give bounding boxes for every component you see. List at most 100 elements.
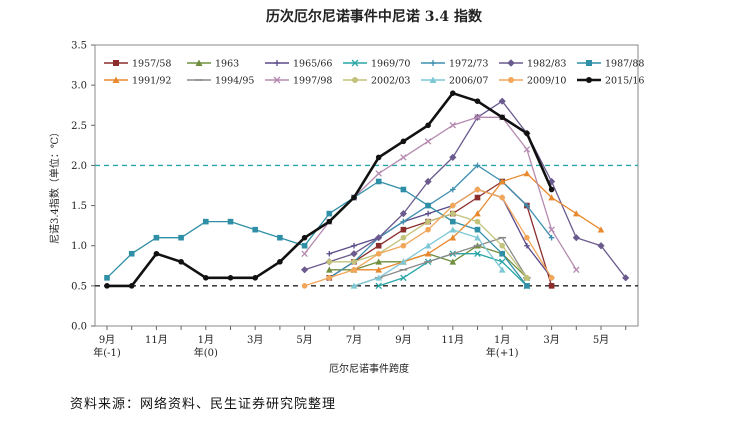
legend-item: 1963 <box>187 59 239 70</box>
legend-item: 2006/07 <box>421 76 488 87</box>
data-point <box>424 242 432 249</box>
data-point <box>586 77 592 83</box>
data-point <box>524 283 530 289</box>
data-point <box>474 113 481 121</box>
data-point <box>375 250 382 257</box>
series-1972-73-line <box>328 164 553 279</box>
x-tick-label: 3月 <box>543 334 559 346</box>
data-point <box>375 274 382 281</box>
data-point <box>474 194 481 201</box>
y-axis-ticks: 0.0 0.5 1.0 1.5 2.0 2.5 3.0 3.5 <box>71 41 95 333</box>
data-point <box>474 234 481 241</box>
data-point <box>425 210 431 217</box>
data-point <box>499 194 506 201</box>
data-point <box>474 226 481 233</box>
legend-label: 2009/10 <box>527 76 566 87</box>
data-point <box>274 60 280 66</box>
x-tick-sublabel: 年(-1) <box>93 346 121 359</box>
data-point <box>573 266 580 274</box>
data-point <box>112 76 120 83</box>
legend-item: 1957/58 <box>104 59 171 70</box>
data-point <box>524 202 530 209</box>
data-point <box>430 60 436 66</box>
data-point <box>429 76 437 83</box>
data-point <box>449 258 457 265</box>
data-point <box>524 234 530 241</box>
y-tick-label: 1.0 <box>71 241 87 252</box>
data-point <box>622 274 630 282</box>
data-point <box>351 258 357 265</box>
data-point <box>499 250 505 257</box>
data-point <box>375 242 382 249</box>
data-point <box>572 234 580 242</box>
data-point <box>350 282 358 289</box>
series-1982-83-line <box>304 100 627 279</box>
data-point <box>523 170 531 177</box>
series-1969-70 <box>375 250 531 290</box>
data-point <box>474 186 481 193</box>
data-point <box>375 170 382 177</box>
data-point <box>399 210 407 218</box>
legend-item: 2009/10 <box>499 76 566 87</box>
data-point <box>450 186 456 193</box>
data-point <box>508 77 514 83</box>
series-1994-95-line <box>353 237 528 287</box>
data-point <box>425 122 431 129</box>
legend-item: 1982/83 <box>499 59 566 70</box>
data-point <box>400 274 407 282</box>
data-point <box>326 258 333 265</box>
data-point <box>375 234 383 242</box>
legend-item: 2015/16 <box>577 76 644 87</box>
y-tick-label: 0.5 <box>71 281 87 292</box>
data-point <box>573 210 580 217</box>
data-point <box>499 242 506 249</box>
data-point <box>450 218 456 225</box>
y-tick-label: 2.0 <box>71 161 87 172</box>
data-point <box>400 186 407 193</box>
x-axis-ticks: 9月年(-1) 11月 1月年(0) 3月 5月 7月 9月 11月 1月年(+1) 3月 5月 <box>93 326 627 359</box>
data-point <box>474 162 481 169</box>
legend-label: 2015/16 <box>605 76 644 87</box>
x-tick-label: 7月 <box>346 334 362 346</box>
legend-label: 1991/92 <box>132 76 171 87</box>
legend-label: 2002/03 <box>371 76 410 87</box>
data-point <box>548 275 555 281</box>
data-point <box>352 77 358 83</box>
legend-item: 1987/88 <box>577 59 644 70</box>
x-tick-label: 1月 <box>494 334 510 346</box>
series-1965-66-line <box>329 188 553 279</box>
data-point <box>351 242 357 249</box>
legend-label: 1982/83 <box>527 59 566 70</box>
data-point <box>351 59 359 67</box>
data-point <box>400 218 407 225</box>
x-tick-label: 9月 <box>395 334 411 346</box>
x-tick-sublabel: 年(0) <box>194 346 218 359</box>
x-tick-label: 5月 <box>296 334 312 346</box>
data-point <box>375 282 382 290</box>
data-point <box>498 266 506 273</box>
data-point <box>104 283 110 289</box>
chart-title: 历次厄尔尼诺事件中尼诺 3.4 指数 <box>266 8 483 25</box>
data-point <box>524 275 530 281</box>
data-point <box>153 234 160 241</box>
data-point <box>351 267 357 273</box>
legend-label: 1994/95 <box>215 76 254 87</box>
data-point <box>449 153 457 161</box>
data-point <box>524 130 530 137</box>
series-1991-92 <box>350 170 605 273</box>
data-point <box>203 275 209 281</box>
series-2006-07 <box>350 226 506 289</box>
data-point <box>498 258 506 266</box>
legend-item: 1997/98 <box>265 76 332 87</box>
data-point <box>498 178 506 185</box>
data-point <box>326 210 333 217</box>
data-point <box>424 250 432 257</box>
y-axis-label: 尼诺3.4指数（单位：℃） <box>48 127 61 244</box>
data-point <box>128 250 135 257</box>
data-point <box>400 154 407 161</box>
data-point <box>375 178 382 185</box>
plot-frame <box>94 44 639 327</box>
data-point <box>301 283 308 289</box>
x-tick-label: 11月 <box>441 334 464 346</box>
data-point <box>597 242 605 250</box>
